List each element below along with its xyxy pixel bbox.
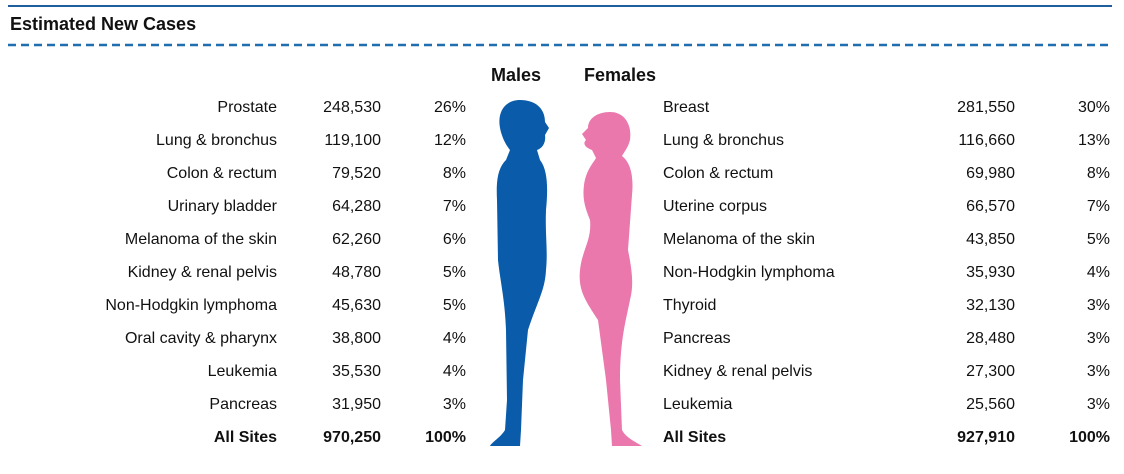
females-header: Females	[584, 65, 656, 85]
female-silhouette	[579, 112, 642, 446]
males-cases: 79,520	[332, 165, 381, 182]
females-percent: 5%	[1087, 231, 1110, 248]
females-cases: 43,850	[966, 231, 1015, 248]
females-percent: 3%	[1087, 396, 1110, 413]
males-site: Pancreas	[209, 396, 277, 413]
females-percent: 7%	[1087, 198, 1110, 215]
males-site: Prostate	[217, 99, 277, 116]
males-percent: 8%	[443, 165, 466, 182]
females-percent: 4%	[1087, 264, 1110, 281]
females-cases: 69,980	[966, 165, 1015, 182]
males-site: Kidney & renal pelvis	[128, 264, 277, 281]
females-site: Leukemia	[663, 396, 732, 413]
females-site: Lung & bronchus	[663, 132, 784, 149]
males-site: Melanoma of the skin	[125, 231, 277, 248]
females-cases: 25,560	[966, 396, 1015, 413]
females-cases: 281,550	[957, 99, 1015, 116]
males-percent: 6%	[443, 231, 466, 248]
males-percent: 4%	[443, 363, 466, 380]
males-site: Colon & rectum	[167, 165, 277, 182]
females-site: Breast	[663, 99, 710, 116]
females-site: Kidney & renal pelvis	[663, 363, 812, 380]
females-cases: 116,660	[958, 132, 1015, 149]
males-percent: 100%	[425, 429, 466, 446]
females-site: Colon & rectum	[663, 165, 773, 182]
males-percent: 26%	[434, 99, 466, 116]
males-percent: 12%	[434, 132, 466, 149]
males-site: All Sites	[214, 429, 277, 446]
females-site: Non-Hodgkin lymphoma	[663, 264, 835, 281]
males-header: Males	[491, 65, 541, 85]
females-site: Melanoma of the skin	[663, 231, 815, 248]
females-site: Thyroid	[663, 297, 716, 314]
females-percent: 3%	[1087, 330, 1110, 347]
females-percent: 30%	[1078, 99, 1110, 116]
males-cases: 35,530	[332, 363, 381, 380]
females-site: Pancreas	[663, 330, 731, 347]
males-cases: 248,530	[323, 99, 381, 116]
males-cases: 62,260	[332, 231, 381, 248]
males-cases: 45,630	[332, 297, 381, 314]
males-percent: 7%	[443, 198, 466, 215]
females-cases: 66,570	[966, 198, 1015, 215]
females-cases: 32,130	[966, 297, 1015, 314]
male-silhouette	[490, 100, 549, 446]
males-site: Oral cavity & pharynx	[125, 330, 277, 347]
males-percent: 4%	[443, 330, 466, 347]
males-site: Lung & bronchus	[156, 132, 277, 149]
males-cases: 119,100	[324, 132, 381, 149]
females-percent: 3%	[1087, 363, 1110, 380]
males-cases: 31,950	[332, 396, 381, 413]
males-cases: 38,800	[332, 330, 381, 347]
females-site: Uterine corpus	[663, 198, 767, 215]
females-cases: 35,930	[966, 264, 1015, 281]
males-site: Urinary bladder	[168, 198, 278, 215]
females-cases: 28,480	[966, 330, 1015, 347]
males-site: Non-Hodgkin lymphoma	[105, 297, 277, 314]
males-cases: 970,250	[323, 429, 381, 446]
females-percent: 3%	[1087, 297, 1110, 314]
females-percent: 13%	[1078, 132, 1110, 149]
females-site: All Sites	[663, 429, 726, 446]
females-percent: 100%	[1069, 429, 1110, 446]
males-cases: 64,280	[332, 198, 381, 215]
females-percent: 8%	[1087, 165, 1110, 182]
title: Estimated New Cases	[10, 14, 196, 34]
females-cases: 927,910	[957, 429, 1015, 446]
males-percent: 5%	[443, 297, 466, 314]
males-percent: 3%	[443, 396, 466, 413]
males-cases: 48,780	[332, 264, 381, 281]
females-cases: 27,300	[966, 363, 1015, 380]
males-percent: 5%	[443, 264, 466, 281]
males-site: Leukemia	[208, 363, 277, 380]
